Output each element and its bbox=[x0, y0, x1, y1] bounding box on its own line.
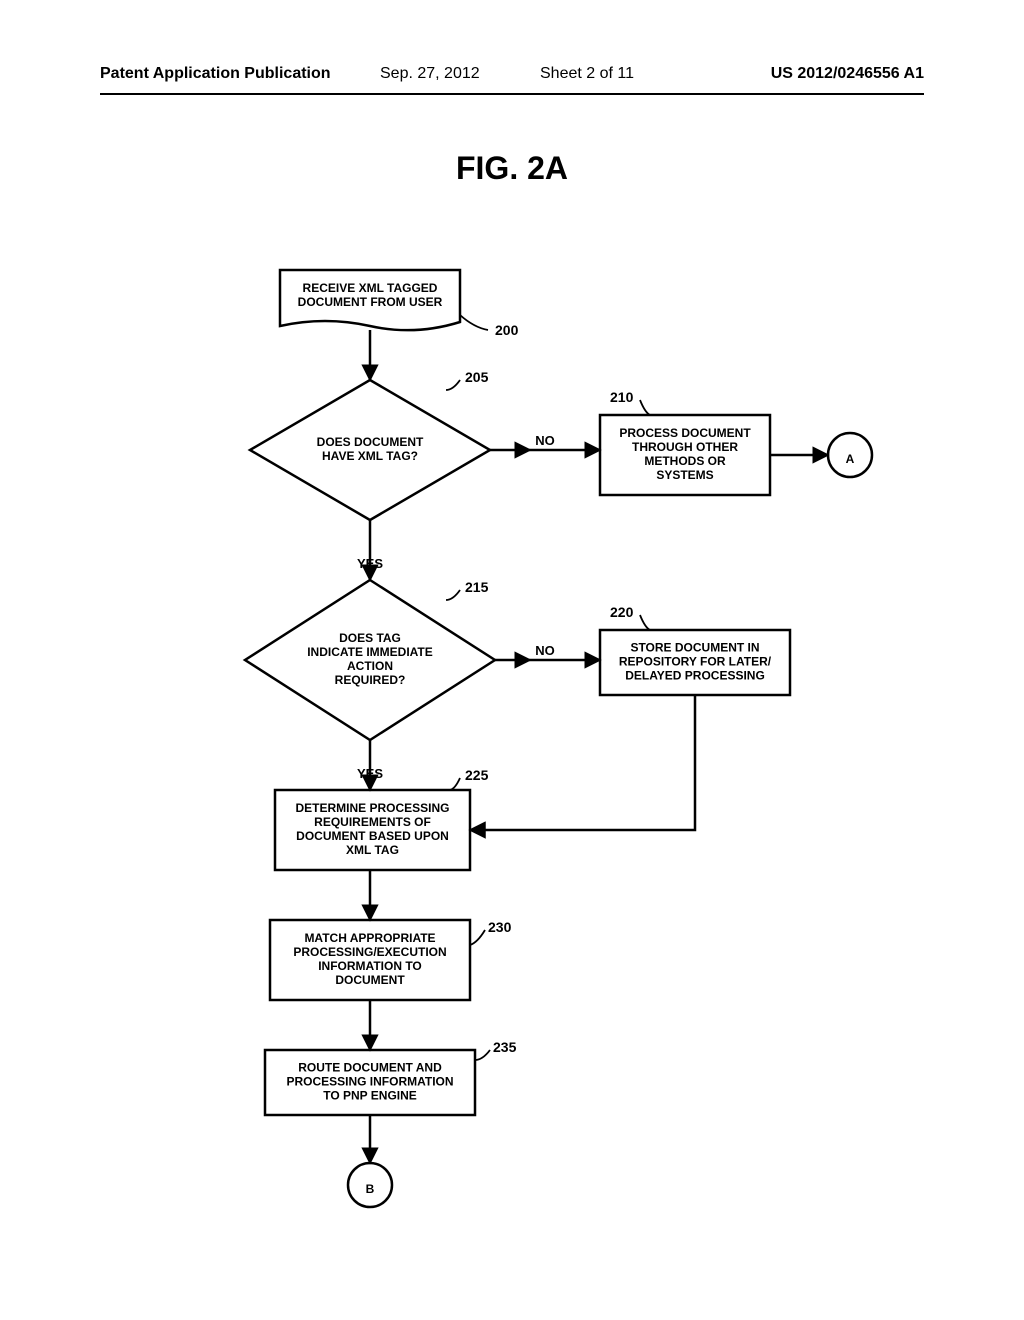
svg-text:235: 235 bbox=[493, 1039, 517, 1055]
svg-text:THROUGH OTHER: THROUGH OTHER bbox=[632, 440, 738, 454]
svg-text:PROCESS DOCUMENT: PROCESS DOCUMENT bbox=[619, 426, 751, 440]
svg-text:METHODS OR: METHODS OR bbox=[644, 454, 726, 468]
svg-text:ACTION: ACTION bbox=[347, 659, 393, 673]
svg-text:PROCESSING INFORMATION: PROCESSING INFORMATION bbox=[286, 1075, 453, 1089]
svg-text:NO: NO bbox=[535, 433, 555, 448]
header-sheet: Sheet 2 of 11 bbox=[540, 65, 634, 83]
svg-text:225: 225 bbox=[465, 767, 489, 783]
svg-text:220: 220 bbox=[610, 604, 634, 620]
svg-text:REPOSITORY FOR LATER/: REPOSITORY FOR LATER/ bbox=[619, 655, 772, 669]
flowchart-canvas: RECEIVE XML TAGGEDDOCUMENT FROM USER DOES… bbox=[150, 250, 910, 1250]
svg-text:SYSTEMS: SYSTEMS bbox=[656, 468, 713, 482]
svg-text:B: B bbox=[366, 1182, 375, 1196]
svg-text:STORE DOCUMENT IN: STORE DOCUMENT IN bbox=[630, 641, 759, 655]
svg-text:INDICATE IMMEDIATE: INDICATE IMMEDIATE bbox=[307, 645, 433, 659]
svg-text:TO PNP ENGINE: TO PNP ENGINE bbox=[323, 1089, 417, 1103]
svg-text:XML TAG: XML TAG bbox=[346, 843, 399, 857]
svg-text:230: 230 bbox=[488, 919, 512, 935]
header-appno: US 2012/0246556 A1 bbox=[771, 65, 924, 83]
svg-text:210: 210 bbox=[610, 389, 634, 405]
svg-text:215: 215 bbox=[465, 579, 489, 595]
svg-text:REQUIREMENTS OF: REQUIREMENTS OF bbox=[314, 815, 431, 829]
svg-text:DETERMINE PROCESSING: DETERMINE PROCESSING bbox=[295, 801, 449, 815]
svg-text:INFORMATION TO: INFORMATION TO bbox=[318, 959, 422, 973]
header-rule bbox=[100, 93, 924, 95]
svg-text:YES: YES bbox=[357, 556, 383, 571]
svg-text:ROUTE DOCUMENT AND: ROUTE DOCUMENT AND bbox=[298, 1061, 442, 1075]
svg-text:MATCH APPROPRIATE: MATCH APPROPRIATE bbox=[304, 931, 435, 945]
svg-text:RECEIVE XML TAGGED: RECEIVE XML TAGGED bbox=[303, 281, 438, 295]
svg-text:YES: YES bbox=[357, 766, 383, 781]
svg-text:A: A bbox=[846, 452, 855, 466]
svg-text:DELAYED PROCESSING: DELAYED PROCESSING bbox=[625, 669, 765, 683]
header-publication: Patent Application Publication bbox=[100, 65, 331, 83]
svg-text:205: 205 bbox=[465, 369, 489, 385]
svg-text:HAVE XML TAG?: HAVE XML TAG? bbox=[322, 449, 418, 463]
svg-text:DOCUMENT: DOCUMENT bbox=[335, 973, 405, 987]
svg-text:REQUIRED?: REQUIRED? bbox=[335, 673, 406, 687]
figure-title: FIG. 2A bbox=[0, 150, 1024, 187]
svg-text:DOCUMENT BASED UPON: DOCUMENT BASED UPON bbox=[296, 829, 449, 843]
header-date: Sep. 27, 2012 bbox=[380, 65, 480, 83]
svg-text:NO: NO bbox=[535, 643, 555, 658]
svg-text:DOCUMENT FROM USER: DOCUMENT FROM USER bbox=[298, 295, 443, 309]
svg-text:DOES DOCUMENT: DOES DOCUMENT bbox=[317, 435, 424, 449]
svg-text:200: 200 bbox=[495, 322, 519, 338]
svg-text:PROCESSING/EXECUTION: PROCESSING/EXECUTION bbox=[293, 945, 446, 959]
svg-text:DOES TAG: DOES TAG bbox=[339, 631, 401, 645]
